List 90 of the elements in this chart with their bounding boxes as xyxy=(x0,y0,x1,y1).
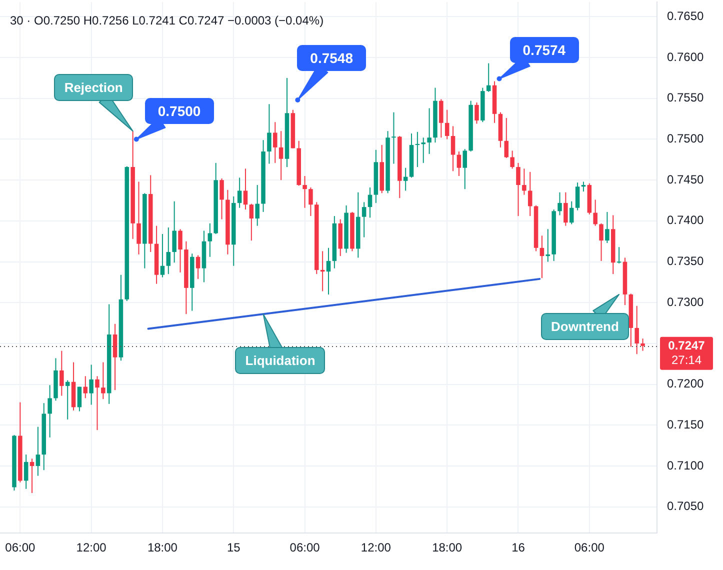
x-tick-label: 06:00 xyxy=(290,540,320,555)
candlestick xyxy=(243,168,248,210)
candlestick xyxy=(474,102,479,124)
y-tick-label: 0.7150 xyxy=(667,417,704,432)
candlestick xyxy=(558,192,562,216)
candlestick xyxy=(48,384,52,438)
candlestick xyxy=(640,338,645,352)
candlestick xyxy=(237,177,242,208)
x-tick-label: 16 xyxy=(512,540,526,555)
x-tick-label: 18:00 xyxy=(432,540,462,555)
candlestick xyxy=(77,386,82,412)
candlestick xyxy=(208,222,212,258)
candlestick xyxy=(540,235,544,279)
y-tick-label: 0.7650 xyxy=(667,9,704,24)
x-tick-label: 12:00 xyxy=(360,540,392,555)
candlestick xyxy=(308,186,313,217)
candlestick xyxy=(362,202,366,238)
candlestick xyxy=(564,192,568,226)
candlestick xyxy=(593,199,598,226)
candlestick xyxy=(616,246,622,264)
candlestick xyxy=(368,186,372,218)
x-tick-label: 12:00 xyxy=(76,540,107,555)
candlestick xyxy=(255,184,260,226)
candlestick xyxy=(160,234,165,278)
candlestick xyxy=(166,226,171,275)
candlestick xyxy=(575,182,580,211)
y-tick-label: 0.7400 xyxy=(667,213,704,228)
annotation: Downtrend xyxy=(541,312,629,340)
candlestick xyxy=(439,98,444,138)
y-tick-label: 0.7350 xyxy=(667,254,704,268)
candlestick xyxy=(403,167,408,192)
candlestick xyxy=(60,350,64,396)
candlestick xyxy=(392,112,396,164)
candlestick xyxy=(421,137,426,164)
candlestick xyxy=(605,211,610,244)
x-tick-label: 18:00 xyxy=(147,540,178,555)
candlestick xyxy=(634,305,639,355)
candlestick xyxy=(101,362,106,400)
ref-line-label: 0.7247 xyxy=(668,338,706,353)
y-tick-label: 0.7050 xyxy=(667,499,704,514)
annotation: Rejection xyxy=(54,74,133,101)
candlestick xyxy=(302,176,307,208)
candlestick xyxy=(178,228,182,273)
candlestick xyxy=(510,150,514,170)
y-tick-label: 0.7550 xyxy=(667,90,704,105)
candlestick xyxy=(599,222,604,262)
candlestick xyxy=(249,203,254,242)
annotation: 0.7500 xyxy=(144,98,214,124)
candlestick xyxy=(36,426,40,476)
candlestick xyxy=(456,150,462,177)
candlestick xyxy=(220,178,224,220)
y-tick-label: 0.7300 xyxy=(667,294,704,309)
candlestick xyxy=(136,181,141,255)
candlestick xyxy=(450,126,456,172)
candlestick xyxy=(522,168,526,196)
y-tick-label: 0.7100 xyxy=(667,458,704,472)
x-tick-label: 06:00 xyxy=(574,540,605,555)
candlestick xyxy=(273,122,278,164)
candlestick xyxy=(112,323,118,391)
y-tick-label: 0.7500 xyxy=(667,132,704,146)
text: 27:14 xyxy=(671,353,702,368)
candlestick xyxy=(278,130,284,181)
annotation: 0.7574 xyxy=(510,36,579,63)
candlestick xyxy=(516,162,520,217)
x-tick-label: 06:00 xyxy=(5,540,36,555)
candlestick xyxy=(528,171,532,217)
candlestick xyxy=(172,200,176,264)
candlestick xyxy=(486,62,491,92)
text: 30 · O0.7250 H0.7256 L0.7241 C0.7247 −0.0003 (−0.04%) xyxy=(10,13,324,28)
candlestick xyxy=(326,247,331,295)
y-tick-label: 0.7450 xyxy=(667,172,704,186)
candlestick xyxy=(83,376,88,399)
annotation: Liquidation xyxy=(235,346,326,374)
y-tick-label: 0.7200 xyxy=(667,376,704,391)
candlestick xyxy=(427,108,432,154)
candlestick xyxy=(95,376,100,431)
candlestick xyxy=(24,454,28,490)
candlestick xyxy=(415,131,420,168)
candlestick xyxy=(65,380,70,420)
y-tick-label: 0.7600 xyxy=(667,50,704,64)
candlestick xyxy=(462,148,468,190)
candlestick xyxy=(267,104,272,164)
candlestick xyxy=(30,458,34,494)
candlestick xyxy=(444,109,450,140)
candlestick xyxy=(569,200,574,225)
candlestick xyxy=(196,254,200,280)
x-tick-label: 15 xyxy=(226,540,241,555)
candlestick xyxy=(504,118,509,159)
annotation: 0.7548 xyxy=(297,45,366,72)
candlestick xyxy=(89,364,94,406)
